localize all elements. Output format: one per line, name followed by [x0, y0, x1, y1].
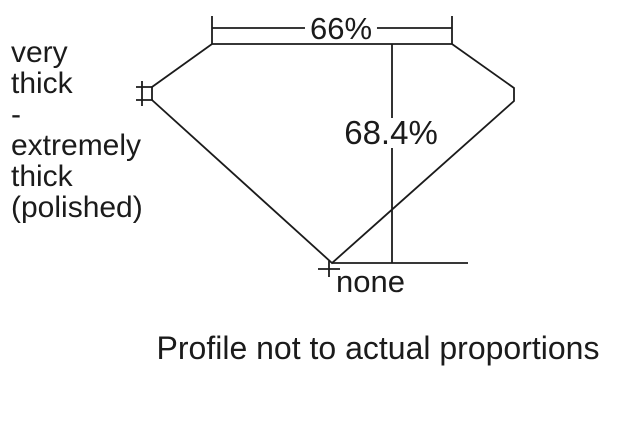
- girdle-label-line: very: [11, 36, 68, 69]
- girdle-label-line: thick: [11, 160, 73, 193]
- girdle-label-line: thick: [11, 67, 73, 100]
- disclaimer-text: Profile not to actual proportions: [156, 330, 600, 366]
- girdle-label-line: -: [11, 98, 21, 131]
- diamond-outline: [151, 43, 515, 265]
- girdle-thickness-label: very thick - extremely thick (polished): [11, 37, 143, 223]
- girdle-label-line: (polished): [11, 191, 143, 224]
- girdle-label-line: extremely: [11, 129, 142, 162]
- culet-cross-mark: [318, 261, 340, 277]
- girdle-tick-mark: [136, 81, 153, 106]
- culet-size-label: none: [336, 264, 405, 299]
- table-size-label: 66%: [304, 13, 378, 44]
- total-depth-label: 68.4%: [341, 116, 441, 149]
